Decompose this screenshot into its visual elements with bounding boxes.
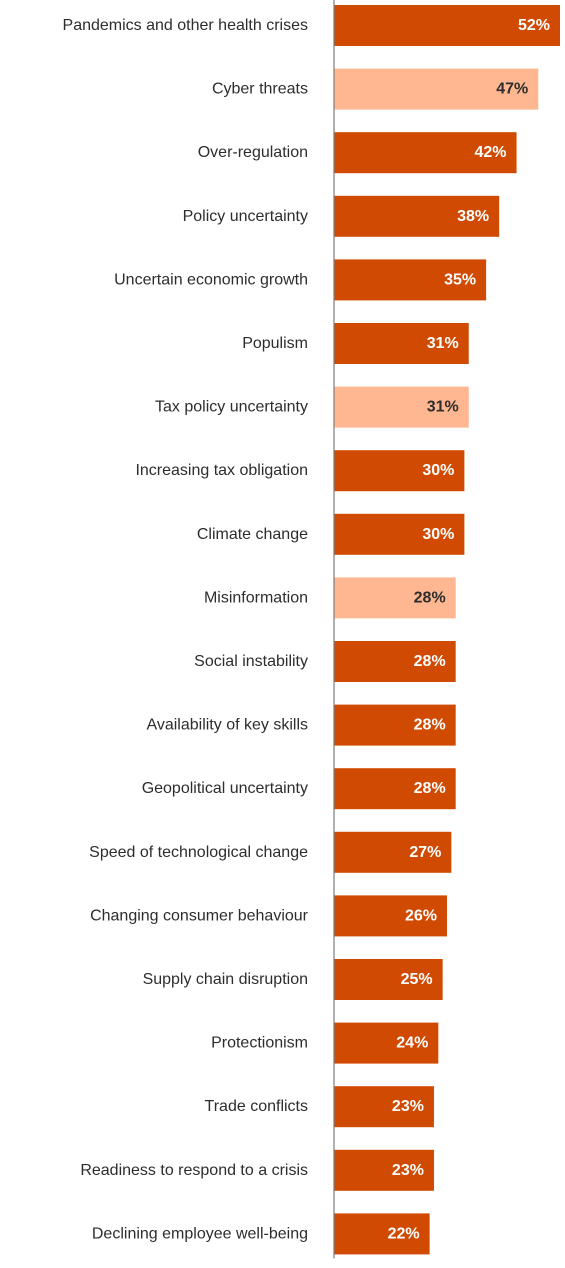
category-label: Populism <box>242 335 308 352</box>
bar <box>334 323 469 364</box>
bar-row: Climate change 30% <box>197 513 465 555</box>
category-label: Readiness to respond to a crisis <box>80 1162 308 1179</box>
bar-row: Populism 31% <box>242 323 469 364</box>
category-label: Declining employee well-being <box>92 1225 308 1242</box>
bar <box>334 259 487 301</box>
value-label: 30% <box>422 526 454 543</box>
bar <box>334 513 465 555</box>
category-label: Cyber threats <box>212 81 308 98</box>
bar <box>334 895 447 937</box>
value-label: 24% <box>396 1035 428 1052</box>
value-label: 31% <box>427 399 459 416</box>
value-label: 38% <box>457 208 489 225</box>
category-label: Supply chain disruption <box>143 971 308 988</box>
bar-row: Changing consumer behaviour 26% <box>90 895 447 937</box>
category-label: Uncertain economic growth <box>114 271 308 288</box>
bar-row: Pandemics and other health crises 52% <box>63 5 560 46</box>
category-label: Changing consumer behaviour <box>90 907 309 924</box>
value-label: 28% <box>414 717 446 734</box>
value-label: 26% <box>405 907 437 924</box>
bar <box>334 1022 439 1064</box>
bar-row: Misinformation 28% <box>204 577 456 619</box>
category-label: Availability of key skills <box>146 717 308 734</box>
bar <box>334 641 456 682</box>
value-label: 27% <box>409 844 441 861</box>
bar <box>334 831 452 873</box>
value-label: 42% <box>475 144 507 161</box>
bar-row: Tax policy uncertainty 31% <box>155 386 469 428</box>
value-label: 35% <box>444 271 476 288</box>
category-label: Tax policy uncertainty <box>155 399 308 416</box>
bar <box>334 1086 434 1128</box>
bar-row: Geopolitical uncertainty 28% <box>142 768 456 810</box>
bar <box>334 195 500 237</box>
value-label: 23% <box>392 1162 424 1179</box>
bar <box>334 1213 430 1255</box>
bar <box>334 704 456 746</box>
bar-row: Policy uncertainty 38% <box>183 195 500 237</box>
bar <box>334 1149 434 1191</box>
value-label: 23% <box>392 1098 424 1115</box>
bar <box>334 450 465 492</box>
category-label: Protectionism <box>211 1035 308 1052</box>
value-label: 28% <box>414 780 446 797</box>
category-label: Geopolitical uncertainty <box>142 780 308 797</box>
category-label: Social instability <box>194 653 308 670</box>
category-label: Climate change <box>197 526 308 543</box>
bar-row: Availability of key skills 28% <box>146 704 456 746</box>
bar-row: Increasing tax obligation 30% <box>135 450 465 492</box>
bar-row: Protectionism 24% <box>211 1022 439 1064</box>
category-label: Speed of technological change <box>89 844 308 861</box>
category-label: Over-regulation <box>198 144 308 161</box>
category-label: Trade conflicts <box>205 1098 308 1115</box>
bar <box>334 386 469 428</box>
bar <box>334 577 456 619</box>
value-label: 52% <box>518 17 550 34</box>
value-label: 25% <box>401 971 433 988</box>
bar-row: Trade conflicts 23% <box>205 1086 434 1128</box>
bar-row: Social instability 28% <box>194 641 456 682</box>
bar <box>334 5 560 46</box>
bar <box>334 132 517 174</box>
bar-row: Supply chain disruption 25% <box>143 959 443 1000</box>
bar <box>334 68 539 110</box>
bar-row: Speed of technological change 27% <box>89 831 452 873</box>
value-label: 28% <box>414 589 446 606</box>
value-label: 28% <box>414 653 446 670</box>
bar <box>334 959 443 1000</box>
bars-layer: Pandemics and other health crises 52% Cybe… <box>63 5 560 1255</box>
category-label: Policy uncertainty <box>183 208 308 225</box>
category-label: Misinformation <box>204 589 308 606</box>
bar-row: Declining employee well-being 22% <box>92 1213 430 1255</box>
value-label: 47% <box>496 81 528 98</box>
bar-row: Readiness to respond to a crisis 23% <box>80 1149 434 1191</box>
value-label: 30% <box>422 462 454 479</box>
category-label: Pandemics and other health crises <box>63 17 308 34</box>
bar-row: Cyber threats 47% <box>212 68 539 110</box>
bar <box>334 768 456 810</box>
bar-row: Over-regulation 42% <box>198 132 517 174</box>
bar-row: Uncertain economic growth 35% <box>114 259 487 301</box>
category-label: Increasing tax obligation <box>135 462 308 479</box>
value-label: 22% <box>388 1225 420 1242</box>
value-label: 31% <box>427 335 459 352</box>
